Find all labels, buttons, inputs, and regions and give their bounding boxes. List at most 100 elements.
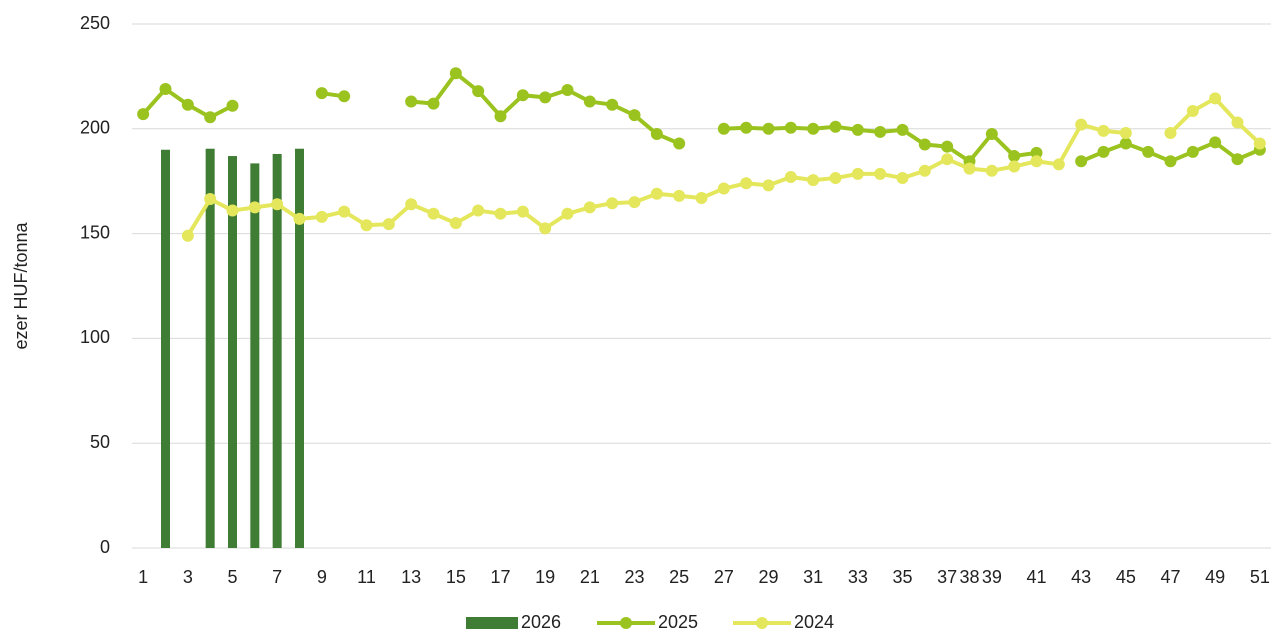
- bar: [272, 153, 282, 548]
- point: [740, 121, 753, 134]
- point: [226, 204, 239, 217]
- point: [1231, 116, 1244, 129]
- point: [874, 125, 887, 138]
- point: [1164, 155, 1177, 168]
- point: [159, 82, 172, 95]
- point: [561, 84, 574, 97]
- point: [807, 174, 820, 187]
- point: [271, 198, 284, 211]
- x-tick-label: 21: [580, 567, 600, 587]
- point: [405, 95, 418, 108]
- point: [315, 210, 328, 223]
- x-tick-label: 45: [1116, 567, 1136, 587]
- point: [918, 138, 931, 151]
- point: [941, 153, 954, 166]
- y-tick-label: 250: [80, 13, 110, 33]
- point: [360, 219, 373, 232]
- point: [673, 189, 686, 202]
- y-tick-label: 50: [90, 432, 110, 452]
- point: [628, 196, 641, 209]
- point: [784, 121, 797, 134]
- x-tick-label: 7: [272, 567, 282, 587]
- point: [896, 172, 909, 185]
- x-tick-label: 23: [624, 567, 644, 587]
- point: [673, 137, 686, 150]
- x-tick-label: 39: [982, 567, 1002, 587]
- y-tick-label: 100: [80, 327, 110, 347]
- point: [606, 98, 619, 111]
- point: [516, 89, 529, 102]
- x-tick-label: 33: [848, 567, 868, 587]
- point: [494, 110, 507, 123]
- point: [1119, 126, 1132, 139]
- x-tick-label: 35: [892, 567, 912, 587]
- point: [338, 205, 351, 218]
- point: [539, 91, 552, 104]
- point: [807, 122, 820, 135]
- bar: [205, 148, 215, 548]
- point: [204, 193, 217, 206]
- point: [1186, 145, 1199, 158]
- bar: [161, 149, 170, 548]
- point: [427, 97, 440, 110]
- point: [1008, 150, 1021, 163]
- x-tick-label: 49: [1205, 567, 1225, 587]
- x-tick-label: 41: [1026, 567, 1046, 587]
- legend-swatch: [756, 617, 768, 629]
- point: [181, 98, 194, 111]
- bar: [228, 156, 237, 548]
- legend-swatch: [466, 617, 518, 629]
- line: [141, 71, 1261, 164]
- point: [1209, 92, 1222, 105]
- point: [1164, 126, 1177, 139]
- legend-label: 2024: [794, 612, 834, 632]
- point: [248, 201, 261, 214]
- point: [606, 197, 619, 210]
- point: [427, 207, 440, 220]
- point: [539, 222, 552, 235]
- bar: [250, 163, 260, 548]
- x-tick-label: 29: [758, 567, 778, 587]
- point: [717, 122, 730, 135]
- point: [1030, 146, 1043, 159]
- point: [1097, 145, 1110, 158]
- point: [740, 177, 753, 190]
- point: [1186, 104, 1199, 117]
- point: [561, 207, 574, 220]
- x-tick-label: 47: [1160, 567, 1180, 587]
- x-tick-label: 43: [1071, 567, 1091, 587]
- point: [851, 167, 864, 180]
- point: [650, 128, 663, 141]
- point: [449, 217, 462, 230]
- point: [1008, 160, 1021, 173]
- point: [762, 122, 775, 135]
- x-tick-label: 27: [714, 567, 734, 587]
- point: [293, 212, 306, 225]
- point: [516, 205, 529, 218]
- point: [941, 140, 954, 153]
- point: [918, 164, 931, 177]
- point: [226, 99, 239, 112]
- point: [829, 172, 842, 185]
- x-tick-label: 19: [535, 567, 555, 587]
- point: [784, 171, 797, 184]
- point: [829, 120, 842, 133]
- x-tick-label: 37: [937, 567, 957, 587]
- point: [762, 179, 775, 192]
- point: [494, 207, 507, 220]
- point: [472, 85, 485, 98]
- x-tick-label: 15: [446, 567, 466, 587]
- x-tick-label: 1: [138, 567, 148, 587]
- point: [628, 109, 641, 122]
- point: [1119, 137, 1132, 150]
- x-tick-label: 51: [1250, 567, 1270, 587]
- legend-label: 2025: [658, 612, 698, 632]
- point: [963, 162, 976, 175]
- y-tick-label: 200: [80, 118, 110, 138]
- x-tick-label: 5: [227, 567, 237, 587]
- x-tick-label: 25: [669, 567, 689, 587]
- point: [1231, 153, 1244, 166]
- y-tick-label: 0: [100, 537, 110, 557]
- point: [1097, 124, 1110, 137]
